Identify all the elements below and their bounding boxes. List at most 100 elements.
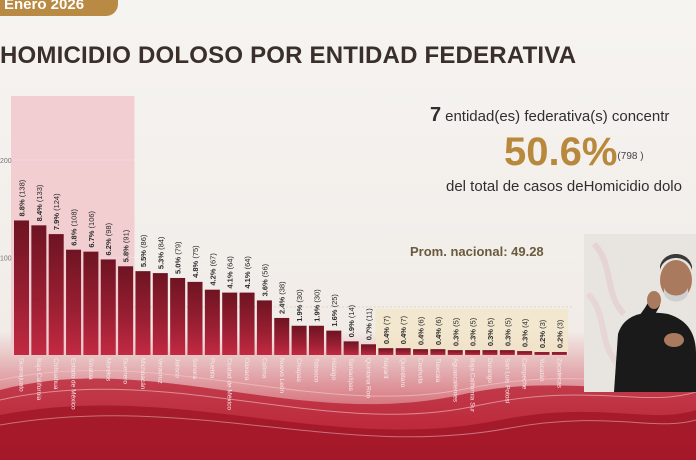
national-average-label: Prom. nacional: 49.28 bbox=[410, 244, 544, 259]
summary-percent: 50.6% bbox=[504, 130, 618, 174]
data-label: 4.1% (64) bbox=[243, 256, 252, 289]
category-label: Yucatán bbox=[538, 358, 545, 382]
data-label: 0.7% (11) bbox=[365, 308, 374, 340]
bar bbox=[66, 249, 82, 355]
category-label: Chiapas bbox=[295, 358, 302, 383]
bar bbox=[447, 350, 463, 355]
bar bbox=[482, 350, 498, 355]
category-label: Aguascalientes bbox=[451, 358, 458, 403]
bar bbox=[256, 300, 272, 355]
bar bbox=[204, 289, 220, 355]
category-label: Oaxaca bbox=[243, 358, 250, 381]
bar bbox=[551, 352, 567, 355]
category-label: San Luis Potosí bbox=[503, 358, 510, 404]
bar bbox=[517, 351, 533, 355]
data-label: 0.3% (5) bbox=[486, 317, 495, 346]
bar bbox=[534, 352, 550, 355]
category-label: Campeche bbox=[521, 358, 528, 390]
data-label: 1.9% (30) bbox=[312, 289, 321, 322]
summary-description: del total de casos deHomicidio dolo bbox=[446, 178, 682, 195]
summary-percent-line: 50.6%(798 ) bbox=[504, 130, 644, 175]
bar bbox=[274, 317, 290, 355]
data-label: 5.5% (86) bbox=[139, 234, 148, 267]
y-tick-label: 100 bbox=[0, 256, 12, 263]
bar bbox=[222, 292, 238, 355]
data-label: 1.9% (30) bbox=[295, 289, 304, 322]
bar bbox=[291, 325, 307, 355]
bar bbox=[31, 225, 47, 355]
category-label: Nuevo León bbox=[278, 358, 285, 393]
bar bbox=[170, 277, 186, 355]
summary-states-text: entidad(es) federativa(s) concentr bbox=[445, 108, 670, 125]
low-values-band bbox=[375, 309, 569, 355]
category-label: Ciudad de México bbox=[226, 358, 233, 410]
sign-language-interpreter bbox=[584, 234, 696, 392]
data-label: 6.8% (108) bbox=[70, 208, 79, 245]
category-label: Colima bbox=[260, 358, 267, 379]
data-label: 1.6% (25) bbox=[330, 294, 339, 327]
data-label: 8.4% (133) bbox=[35, 184, 44, 221]
summary-cases: (798 ) bbox=[617, 151, 644, 162]
bar-chart: 200 100 8.8% (138) Guanajuato 8.4% (133) Baja… bbox=[0, 96, 580, 413]
y-tick-label: 200 bbox=[0, 158, 12, 165]
bar bbox=[430, 349, 446, 355]
category-label: Baja California Sur bbox=[469, 358, 476, 413]
category-label: Tamaulipas bbox=[347, 358, 354, 392]
bar bbox=[378, 348, 394, 355]
category-label: Guanajuato bbox=[18, 358, 25, 392]
data-label: 8.8% (138) bbox=[18, 179, 27, 216]
category-label: Tlaxcala bbox=[434, 358, 441, 383]
data-label: 7.9% (124) bbox=[52, 193, 61, 230]
data-label: 4.2% (67) bbox=[208, 253, 217, 286]
category-label: Zacatecas bbox=[555, 358, 562, 389]
date-badge: Enero 2026 bbox=[0, 0, 118, 16]
category-label: Baja California bbox=[35, 358, 42, 401]
data-label: 6.7% (106) bbox=[87, 210, 96, 247]
data-label: 0.3% (5) bbox=[451, 317, 460, 346]
data-label: 2.4% (38) bbox=[278, 281, 287, 314]
category-label: Estado de México bbox=[70, 358, 77, 410]
data-label: 0.3% (5) bbox=[503, 317, 512, 346]
category-label: Jalisco bbox=[174, 358, 181, 378]
data-label: 4.8% (75) bbox=[191, 245, 200, 278]
data-label: 0.9% (14) bbox=[347, 304, 356, 337]
page-title: HOMICIDIO DOLOSO POR ENTIDAD FEDERATIVA bbox=[0, 42, 577, 69]
bar bbox=[413, 349, 429, 355]
data-label: 5.3% (84) bbox=[156, 236, 165, 269]
data-label: 0.2% (3) bbox=[538, 319, 547, 348]
bar bbox=[135, 271, 151, 355]
bar bbox=[14, 220, 29, 355]
data-label: 0.4% (7) bbox=[382, 315, 391, 344]
data-label: 5.0% (79) bbox=[174, 241, 183, 274]
category-label: Tabasco bbox=[312, 358, 319, 383]
bar bbox=[152, 273, 168, 355]
category-label: Morelos bbox=[104, 358, 111, 382]
data-label: 0.4% (6) bbox=[434, 316, 443, 345]
data-label: 4.1% (64) bbox=[226, 256, 235, 289]
category-label: Puebla bbox=[208, 358, 215, 379]
data-label: 0.4% (7) bbox=[399, 315, 408, 344]
data-label: 5.8% (91) bbox=[122, 229, 131, 262]
data-label: 3.6% (56) bbox=[260, 263, 269, 296]
category-label: Quintana Roo bbox=[365, 358, 372, 398]
bar bbox=[308, 325, 324, 355]
category-label: Sonora bbox=[191, 358, 198, 379]
bar bbox=[395, 348, 411, 355]
bar bbox=[118, 266, 134, 355]
summary-states-line: 7 entidad(es) federativa(s) concentr bbox=[430, 104, 669, 127]
bar bbox=[239, 292, 255, 355]
data-label: 0.4% (6) bbox=[417, 316, 426, 345]
summary-count: 7 bbox=[430, 104, 442, 126]
bar bbox=[100, 259, 116, 355]
bar bbox=[187, 281, 203, 355]
category-label: Sinaloa bbox=[87, 358, 94, 380]
category-label: Nayarit bbox=[382, 358, 389, 379]
category-label: Hidalgo bbox=[330, 358, 337, 380]
bar bbox=[83, 251, 99, 355]
bar bbox=[48, 234, 64, 355]
bar bbox=[361, 344, 376, 355]
category-label: Guerrero bbox=[122, 358, 129, 384]
category-label: Chihuahua bbox=[52, 358, 59, 390]
data-label: 0.3% (4) bbox=[521, 318, 530, 347]
category-label: Veracruz bbox=[156, 358, 163, 384]
